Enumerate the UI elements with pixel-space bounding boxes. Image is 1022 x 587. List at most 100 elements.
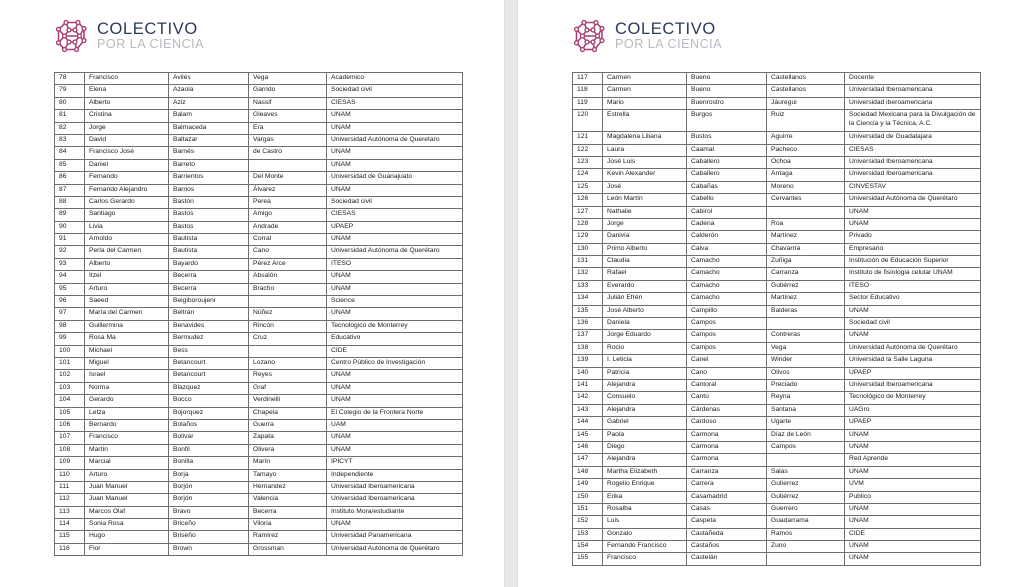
cell-first-name: David [84, 133, 169, 148]
cell-maternal-surname: Marín [248, 456, 327, 470]
cell-first-name: Gonzalo [602, 527, 687, 542]
people-table-left: 78 Francisco Avilés Vega Academico 79 Elena Aza… [54, 71, 463, 557]
cell-maternal-surname [248, 158, 327, 173]
cell-affiliation: UNAM [326, 158, 463, 173]
table-row: 100 Michael Bess CIDE [54, 344, 463, 359]
cell-first-name: Estrella [602, 109, 687, 133]
cell-paternal-surname: Balam [168, 109, 249, 123]
cell-id: 136 [572, 317, 603, 331]
cell-paternal-surname: Campos [686, 329, 767, 343]
cell-first-name: Marcos Olaf [84, 505, 169, 520]
cell-first-name: Diego [602, 440, 687, 455]
cell-affiliation: UPAEP [326, 220, 463, 235]
cell-maternal-surname: Arriaga [766, 168, 845, 182]
cell-maternal-surname: Núñez [248, 307, 327, 321]
cell-maternal-surname: Nassif [248, 96, 327, 111]
cell-id: 148 [572, 465, 603, 480]
table-row: 79 Elena Azaola Garrido Sociedad civil [54, 84, 463, 98]
cell-id: 144 [572, 416, 603, 430]
cell-maternal-surname [248, 295, 327, 309]
cell-id: 125 [572, 180, 603, 195]
cell-first-name: María del Carmen [84, 307, 169, 321]
cell-affiliation: UAGro [844, 403, 981, 418]
cell-maternal-surname: Pacheco [766, 143, 845, 157]
cell-id: 127 [572, 205, 603, 219]
cell-affiliation: Sector Educativo [844, 292, 981, 306]
cell-first-name: Consuelo [602, 391, 687, 405]
cell-maternal-surname: Bracho [248, 282, 327, 297]
cell-paternal-surname: Cárdenas [686, 403, 767, 418]
cell-paternal-surname: Bocco [168, 394, 249, 408]
cell-first-name: Arturo [84, 282, 169, 297]
cell-id: 145 [572, 428, 603, 442]
cell-paternal-surname: Bastos [168, 208, 249, 222]
cell-id: 130 [572, 242, 603, 257]
cell-maternal-surname: Aguirre [766, 131, 845, 145]
cell-paternal-surname: Bolivar [168, 431, 249, 445]
cell-id: 87 [54, 183, 85, 197]
cell-id: 100 [54, 344, 85, 359]
table-row: 98 Guillermina Benavides Rincón Tecnologico … [54, 319, 463, 334]
table-row: 124 Kevin Alexander Caballero Arriaga Univer… [572, 168, 981, 182]
cell-affiliation: CINVESTAV [844, 180, 981, 195]
cell-first-name: Magdalena Liliana [602, 131, 687, 145]
table-row: 113 Marcos Olaf Bravo Becerra Instituto Mora… [54, 505, 463, 520]
cell-maternal-surname: Valencia [248, 493, 327, 507]
cell-maternal-surname [766, 317, 845, 331]
cell-first-name: Gabriel [602, 416, 687, 430]
cell-affiliation: UNAM [326, 270, 463, 284]
table-row: 151 Rosalba Casas Guerrero UNAM [572, 502, 981, 517]
cell-paternal-surname: Bonfil [168, 443, 249, 458]
cell-id: 93 [54, 257, 85, 272]
cell-first-name: Rosa Ma [84, 332, 169, 346]
cell-maternal-surname: Cruz [248, 332, 327, 346]
cell-paternal-surname: Camacho [686, 267, 767, 281]
cell-maternal-surname: Vega [248, 71, 327, 86]
cell-affiliation: CIDE [326, 344, 463, 359]
cell-affiliation: Science [326, 295, 463, 309]
cell-affiliation: Universidad Panamericana [326, 530, 463, 544]
cell-id: 98 [54, 319, 85, 334]
table-row: 106 Bernardo Bolaños Guerra UAM [54, 418, 463, 433]
cell-first-name: I. Leticia [602, 354, 687, 368]
cell-maternal-surname: Gutierrez [766, 478, 845, 492]
cell-id: 110 [54, 468, 85, 482]
brand-wordmark: COLECTIVO POR LA CIENCIA [97, 21, 204, 51]
table-row: 105 Letza Bojorquez Chapela El Colegio de la… [54, 406, 463, 420]
table-row: 136 Daniela Campos Sociedad civil [572, 317, 981, 331]
cell-paternal-surname: Borja [168, 468, 249, 482]
cell-affiliation: UNAM [844, 304, 981, 319]
table-row: 92 Perla del Carmen Bautista Cano Universida… [54, 245, 463, 259]
cell-paternal-surname: Beigiboroujeni [168, 295, 249, 309]
cell-maternal-surname: Pérez Arce [248, 257, 327, 272]
cell-id: 83 [54, 133, 85, 148]
cell-paternal-surname: Campillo [686, 304, 767, 319]
cell-affiliation: Universidad Autónoma de Querétaro [844, 341, 981, 356]
table-row: 129 Danivia Calderón Martínez Privado [572, 230, 981, 244]
cell-id: 140 [572, 366, 603, 381]
cell-affiliation: Universidad Iberoamericana [844, 378, 981, 393]
cell-id: 141 [572, 378, 603, 393]
cell-affiliation: UNAM [326, 307, 463, 321]
cell-paternal-surname: Borjón [168, 493, 249, 507]
cell-first-name: Rogelio Enrique [602, 478, 687, 492]
cell-id: 122 [572, 143, 603, 157]
cell-id: 111 [54, 480, 85, 495]
cell-paternal-surname: Bayardo [168, 257, 249, 272]
cell-paternal-surname: Barrios [168, 183, 249, 197]
cell-paternal-surname: Cabañas [686, 180, 767, 195]
cell-first-name: Israel [84, 369, 169, 383]
cell-id: 89 [54, 208, 85, 222]
cell-first-name: Guillermina [84, 319, 169, 334]
cell-maternal-surname: Reyes [248, 369, 327, 383]
cell-maternal-surname: Olivos [766, 366, 845, 381]
cell-maternal-surname: Álvarez [248, 183, 327, 197]
cell-first-name: Daniela [602, 317, 687, 331]
cell-maternal-surname [766, 552, 845, 566]
cell-paternal-surname: Avilés [168, 71, 249, 86]
cell-paternal-surname: Cantoral [686, 378, 767, 393]
cell-affiliation: UNAM [844, 205, 981, 219]
cell-maternal-surname: Winder [766, 354, 845, 368]
cell-affiliation: Sociedad Mexicana para la Divulgación de… [844, 109, 981, 133]
table-row: 147 Alejandra Carmona Red Aprende [572, 453, 981, 467]
